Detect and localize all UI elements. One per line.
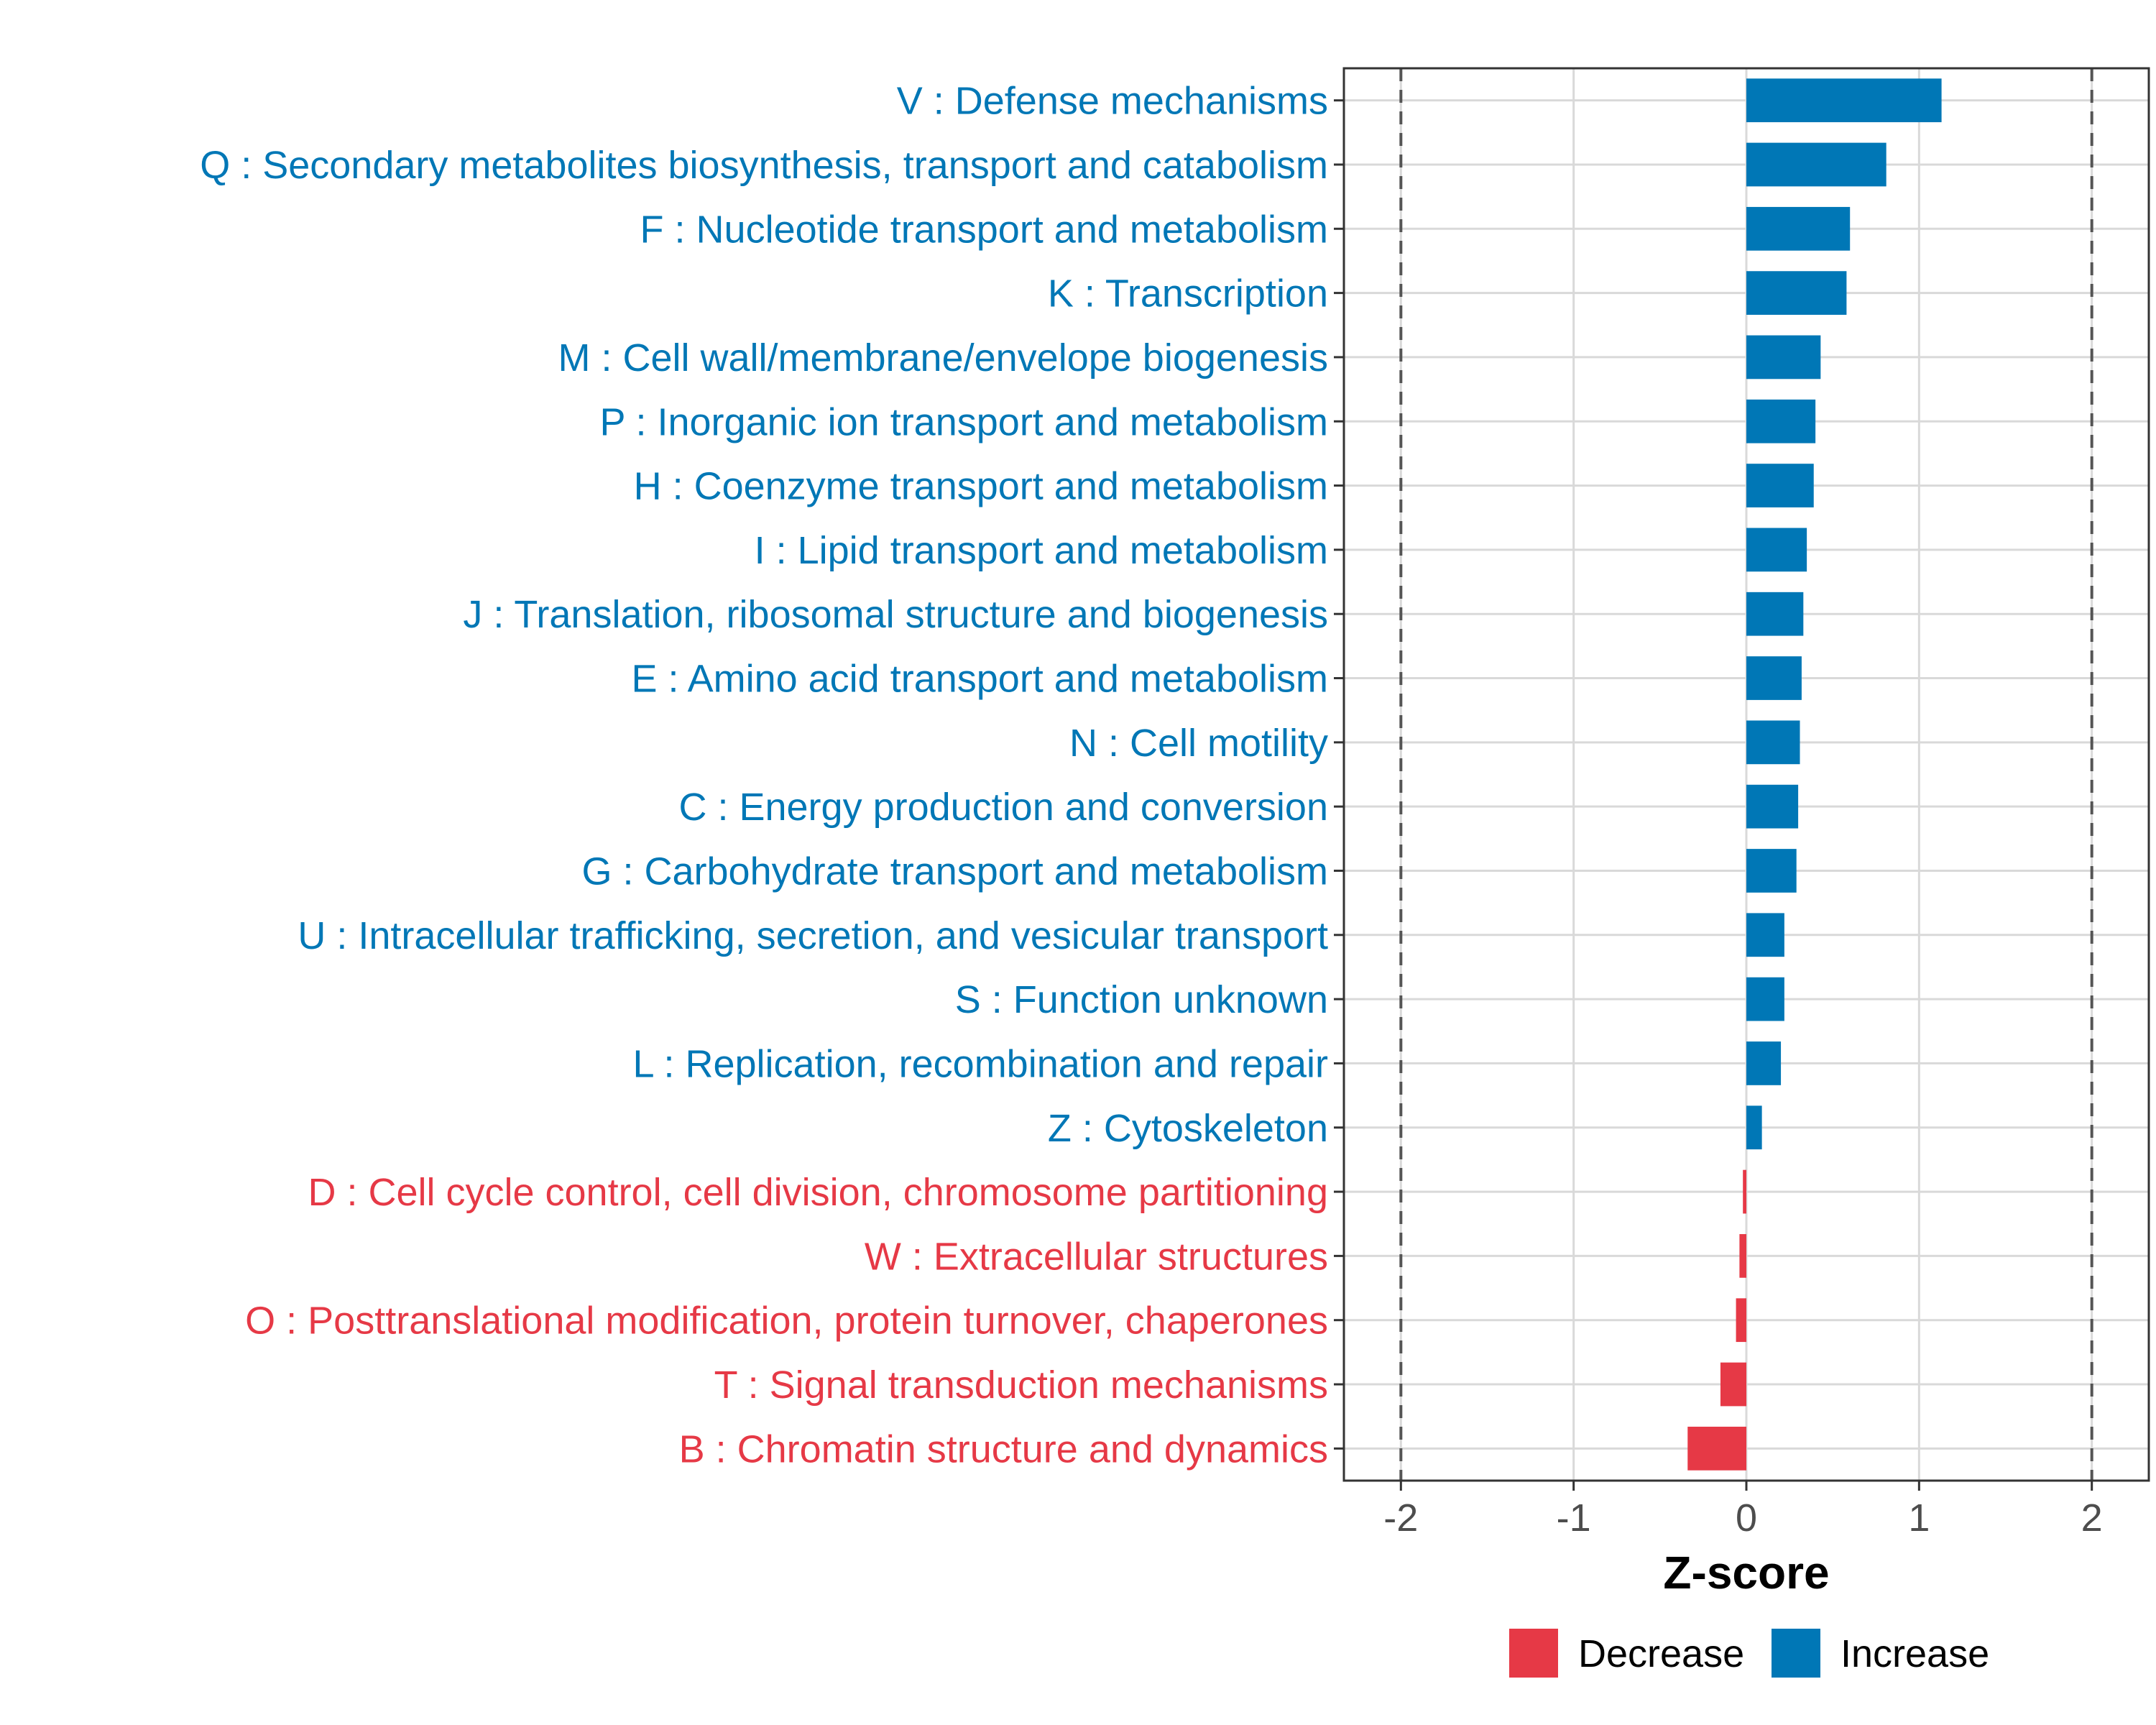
- category-label: C : Energy production and conversion: [678, 786, 1328, 829]
- bar: [1746, 913, 1784, 957]
- category-label: Q : Secondary metabolites biosynthesis, …: [200, 144, 1328, 187]
- bar: [1746, 1041, 1782, 1085]
- bar: [1746, 656, 1802, 700]
- category-label: O : Posttranslational modification, prot…: [245, 1300, 1328, 1343]
- bar: [1746, 849, 1797, 893]
- bar: [1746, 271, 1847, 315]
- y-axis-ticks: [1334, 99, 1344, 1450]
- category-label: B : Chromatin structure and dynamics: [679, 1427, 1328, 1471]
- bar: [1746, 78, 1942, 123]
- x-tick-label: -2: [1383, 1496, 1418, 1540]
- x-axis-title: Z-score: [1663, 1547, 1829, 1598]
- legend-swatch-increase: [1772, 1629, 1820, 1678]
- bar: [1746, 142, 1886, 187]
- y-axis-labels: V : Defense mechanisms Q : Secondary meta…: [200, 80, 1328, 1471]
- category-label: L : Replication, recombination and repai…: [632, 1042, 1328, 1085]
- category-label: E : Amino acid transport and metabolism: [632, 658, 1328, 701]
- bar: [1687, 1426, 1746, 1471]
- x-axis-tick-labels: -2 -1 0 1 2: [1383, 1496, 2102, 1540]
- category-label: I : Lipid transport and metabolism: [755, 529, 1328, 572]
- bar: [1746, 977, 1784, 1021]
- category-label: H : Coenzyme transport and metabolism: [634, 465, 1328, 508]
- bar: [1746, 206, 1851, 251]
- legend-label-decrease: Decrease: [1578, 1632, 1744, 1675]
- category-label: S : Function unknown: [955, 978, 1328, 1021]
- threshold-lines: [1399, 68, 2093, 1481]
- category-label: T : Signal transduction mechanisms: [714, 1363, 1328, 1407]
- bar: [1739, 1234, 1746, 1278]
- category-label: U : Intracellular trafficking, secretion…: [298, 914, 1328, 957]
- category-label: K : Transcription: [1048, 272, 1328, 316]
- bar: [1746, 784, 1799, 829]
- x-axis-ticks: [1399, 1481, 2093, 1491]
- category-label: G : Carbohydrate transport and metabolis…: [582, 850, 1329, 893]
- category-label: Z : Cytoskeleton: [1048, 1107, 1328, 1150]
- bars: [1687, 78, 1942, 1471]
- bar: [1736, 1298, 1746, 1343]
- x-tick-label: 0: [1736, 1496, 1757, 1540]
- legend-swatch-decrease: [1509, 1629, 1558, 1678]
- x-tick-label: 1: [1908, 1496, 1930, 1540]
- bar: [1746, 720, 1800, 765]
- category-label: F : Nucleotide transport and metabolism: [640, 208, 1328, 251]
- x-tick-label: -1: [1557, 1496, 1591, 1540]
- legend: Decrease Increase: [1509, 1629, 1989, 1678]
- bar: [1746, 399, 1816, 443]
- category-label: D : Cell cycle control, cell division, c…: [308, 1171, 1328, 1214]
- bar: [1743, 1169, 1746, 1214]
- bar: [1746, 528, 1807, 572]
- category-label: V : Defense mechanisms: [897, 80, 1328, 123]
- bar: [1746, 592, 1804, 636]
- bar: [1720, 1362, 1746, 1407]
- category-label: N : Cell motility: [1069, 722, 1328, 765]
- bar: [1746, 1105, 1762, 1150]
- bar: [1746, 335, 1821, 380]
- category-label: P : Inorganic ion transport and metaboli…: [599, 400, 1328, 443]
- x-tick-label: 2: [2081, 1496, 2103, 1540]
- legend-label-increase: Increase: [1841, 1632, 1989, 1675]
- category-label: M : Cell wall/membrane/envelope biogenes…: [558, 336, 1328, 380]
- category-label: W : Extracellular structures: [865, 1235, 1328, 1278]
- category-label: J : Translation, ribosomal structure and…: [463, 593, 1328, 636]
- bar: [1746, 464, 1814, 507]
